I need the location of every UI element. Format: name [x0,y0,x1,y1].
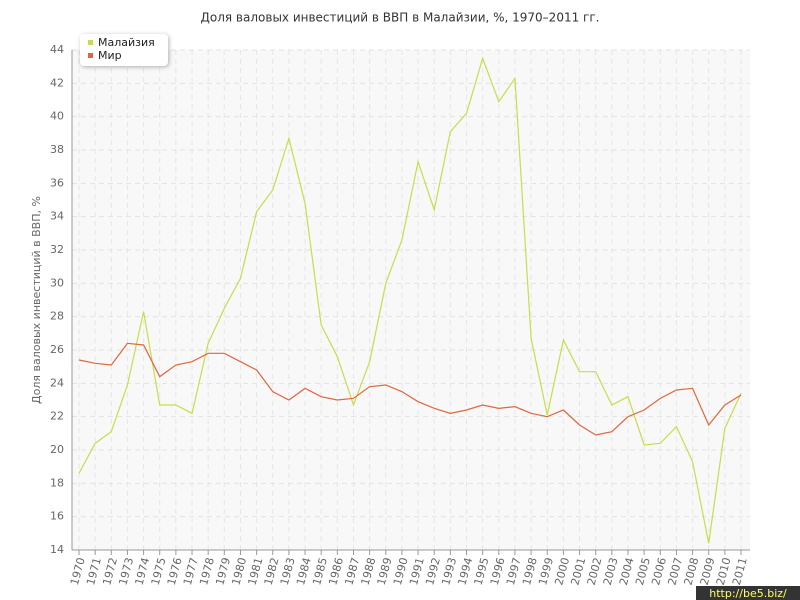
legend-swatch [88,40,93,45]
y-tick-label: 38 [50,143,64,156]
y-tick-label: 42 [50,76,64,89]
y-tick-label: 16 [50,510,64,523]
series-line [78,342,742,436]
chart-title: Доля валовых инвестиций в ВВП в Малайзии… [201,11,600,25]
y-tick-label: 26 [50,343,64,356]
y-tick-label: 20 [50,443,64,456]
legend-swatch [88,53,93,58]
y-axis-label: Доля валовых инвестиций в ВВП, % [30,196,43,404]
y-tick-label: 30 [50,276,64,289]
y-tick-label: 32 [50,243,64,256]
y-tick-label: 36 [50,176,64,189]
legend-label: Мир [98,49,122,62]
y-tick-label: 18 [50,476,64,489]
y-tick-label: 28 [50,310,64,323]
y-tick-label: 14 [50,543,64,556]
y-tick-label: 44 [50,43,64,56]
series-line [78,56,742,544]
legend-box [80,34,168,66]
y-tick-label: 34 [50,210,64,223]
y-tick-label: 40 [50,110,64,123]
y-tick-label: 22 [50,410,64,423]
y-tick-label: 24 [50,376,64,389]
watermark: http://be5.biz/ [709,587,787,600]
watermark-bg [696,586,800,600]
legend-label: Малайзия [98,36,155,49]
plot-area [72,50,750,550]
